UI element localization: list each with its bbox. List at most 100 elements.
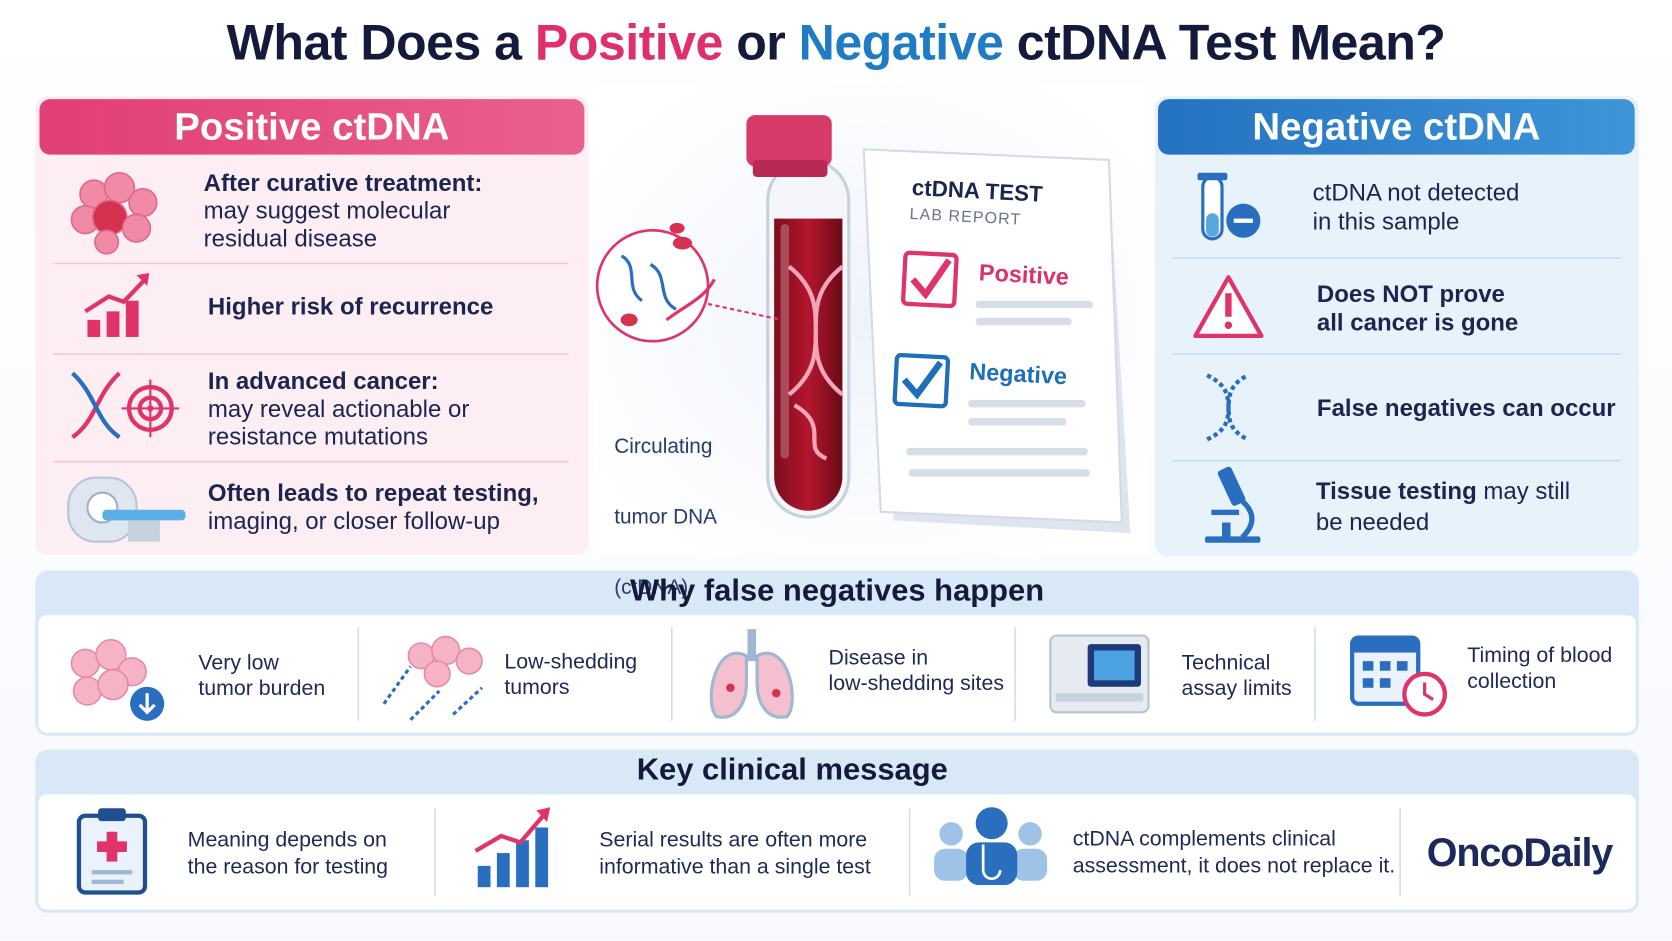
icon-lungs-part [755, 651, 794, 719]
icon-serial-bars-part-part [535, 827, 549, 888]
caption-line: tumor DNA [614, 505, 718, 529]
icon-calendar-clock-part-part [1379, 661, 1391, 671]
icon-serial-bars-part [474, 811, 548, 853]
positive-item: After curative treatment: may suggest mol… [204, 170, 483, 253]
icon-clipboard-part [97, 841, 127, 852]
icon-calendar-clock-part-part [1362, 661, 1374, 671]
icon-doctor-part [975, 807, 1008, 840]
text-line: in this sample [1313, 207, 1520, 236]
icon-low-shedding-part-part [423, 660, 451, 688]
icon-clipboard-part [91, 870, 133, 875]
text: imaging, or closer follow-up [207, 507, 500, 535]
key-message-title: Key clinical message [636, 752, 948, 787]
icon-doctor-part [1018, 822, 1042, 846]
report-paper-part-part [908, 469, 1090, 477]
text-line: informative than a single test [599, 855, 871, 879]
icon-low-burden-part-part [70, 648, 100, 678]
negative-item: Tissue testing may still be needed [1316, 476, 1570, 538]
text-line: residual disease [204, 225, 483, 253]
text-line: the reason for testing [187, 855, 389, 879]
false-negative-item: Timing of blood collection [1467, 643, 1612, 694]
text-line: Low-shedding [504, 650, 638, 674]
report-paper-part [862, 148, 1123, 524]
text-line: False negatives can occur [1317, 395, 1616, 423]
icon-cells-part [128, 187, 158, 218]
icon-tube-minus-part [1206, 213, 1219, 237]
icon-doctor-part [981, 844, 1002, 880]
icon-low-burden-part-part [72, 676, 103, 706]
text-line: be needed [1316, 507, 1570, 538]
text-line: may suggest molecular [204, 197, 483, 225]
icon-warning [1193, 275, 1264, 339]
false-negative-item: Low-shedding tumors [504, 649, 637, 700]
text: be needed [1315, 508, 1430, 536]
ctdna-caption: Circulating tumor DNA (ctDNA) [614, 388, 717, 623]
icon-warning-part [1225, 293, 1232, 317]
negative-panel-bg [1154, 95, 1639, 557]
text-line: Very low [198, 651, 279, 675]
text-line: resistance mutations [208, 423, 469, 451]
icon-low-shedding-part [382, 665, 484, 721]
icon-low-shedding-part [407, 635, 483, 688]
icon-doctor-part [934, 848, 969, 881]
icon-dna-blue [1206, 373, 1249, 442]
positive-heading: Positive ctDNA [174, 104, 450, 149]
report-paper [862, 148, 1131, 534]
icon-microscope-part [1217, 466, 1246, 506]
negative-separators [1172, 257, 1621, 462]
icon-low-shedding [382, 635, 484, 721]
key-message-item: Meaning depends on the reason for testing [188, 827, 388, 880]
icon-calendar-clock-part [1423, 682, 1434, 701]
icon-calendar-clock-part-part [1396, 661, 1408, 671]
key-message-dividers [434, 808, 1401, 896]
text-line: tumors [504, 676, 570, 700]
text-line: After curative treatment: [204, 170, 483, 198]
icon-clipboard-part [98, 808, 126, 822]
positive-item: Often leads to repeat testing, imaging, o… [208, 480, 539, 535]
bold-text: Often leads to repeat testing, [207, 479, 539, 507]
icon-cells [70, 171, 158, 255]
icon-serial-bars-part-part [496, 853, 510, 888]
report-paper-part-part [975, 317, 1072, 326]
icon-doctor-part [939, 822, 963, 846]
text: resistance mutations [207, 423, 428, 450]
icon-clipboard-part [91, 879, 124, 884]
text-line: tumor burden [198, 677, 326, 701]
dna-magnifier-part [620, 313, 638, 327]
title-text: ctDNA Test Mean? [1003, 13, 1446, 71]
report-positive: Positive [978, 258, 1070, 291]
bold-text: Higher risk of recurrence [207, 293, 494, 320]
report-paper-part-part [906, 447, 1088, 456]
negative-item: False negatives can occur [1317, 395, 1616, 423]
negative-item: Does NOT prove all cancer is gone [1317, 279, 1518, 337]
icon-low-shedding-part-part [455, 647, 483, 675]
icon-scanner [67, 476, 186, 543]
text-line: Serial results are often more [599, 828, 868, 852]
icon-low-burden-part [70, 638, 147, 706]
icon-low-shedding-part-part [452, 686, 484, 716]
icon-rising-bars-part [87, 319, 101, 337]
text-line: Timing of blood [1467, 644, 1613, 668]
icon-rising-bars-part [84, 275, 149, 314]
icon-calendar-clock-part-part [1362, 678, 1374, 688]
text-line: ctDNA complements clinical [1072, 827, 1336, 851]
text-line: Higher risk of recurrence [208, 293, 493, 321]
false-negatives-dividers [357, 627, 1316, 721]
text-line: Does NOT prove [1317, 279, 1518, 308]
icon-doctor [934, 807, 1048, 886]
icon-warning-part [1224, 321, 1233, 329]
icon-scanner-part [127, 520, 160, 542]
icon-lungs [709, 629, 794, 719]
caption-line: (ctDNA) [614, 575, 689, 600]
negative-heading: Negative ctDNA [1252, 104, 1541, 149]
icon-calendar-clock [1349, 635, 1448, 717]
dna-magnifier-part [620, 254, 643, 303]
icon-clipboard [76, 808, 148, 895]
icon-microscope-part [1211, 509, 1240, 516]
icon-analyzer-part [1055, 693, 1144, 702]
false-negative-item: Very low tumor burden [198, 650, 325, 701]
icon-low-burden [70, 638, 165, 721]
key-message-item: ctDNA complements clinical assessment, it… [1073, 826, 1395, 879]
